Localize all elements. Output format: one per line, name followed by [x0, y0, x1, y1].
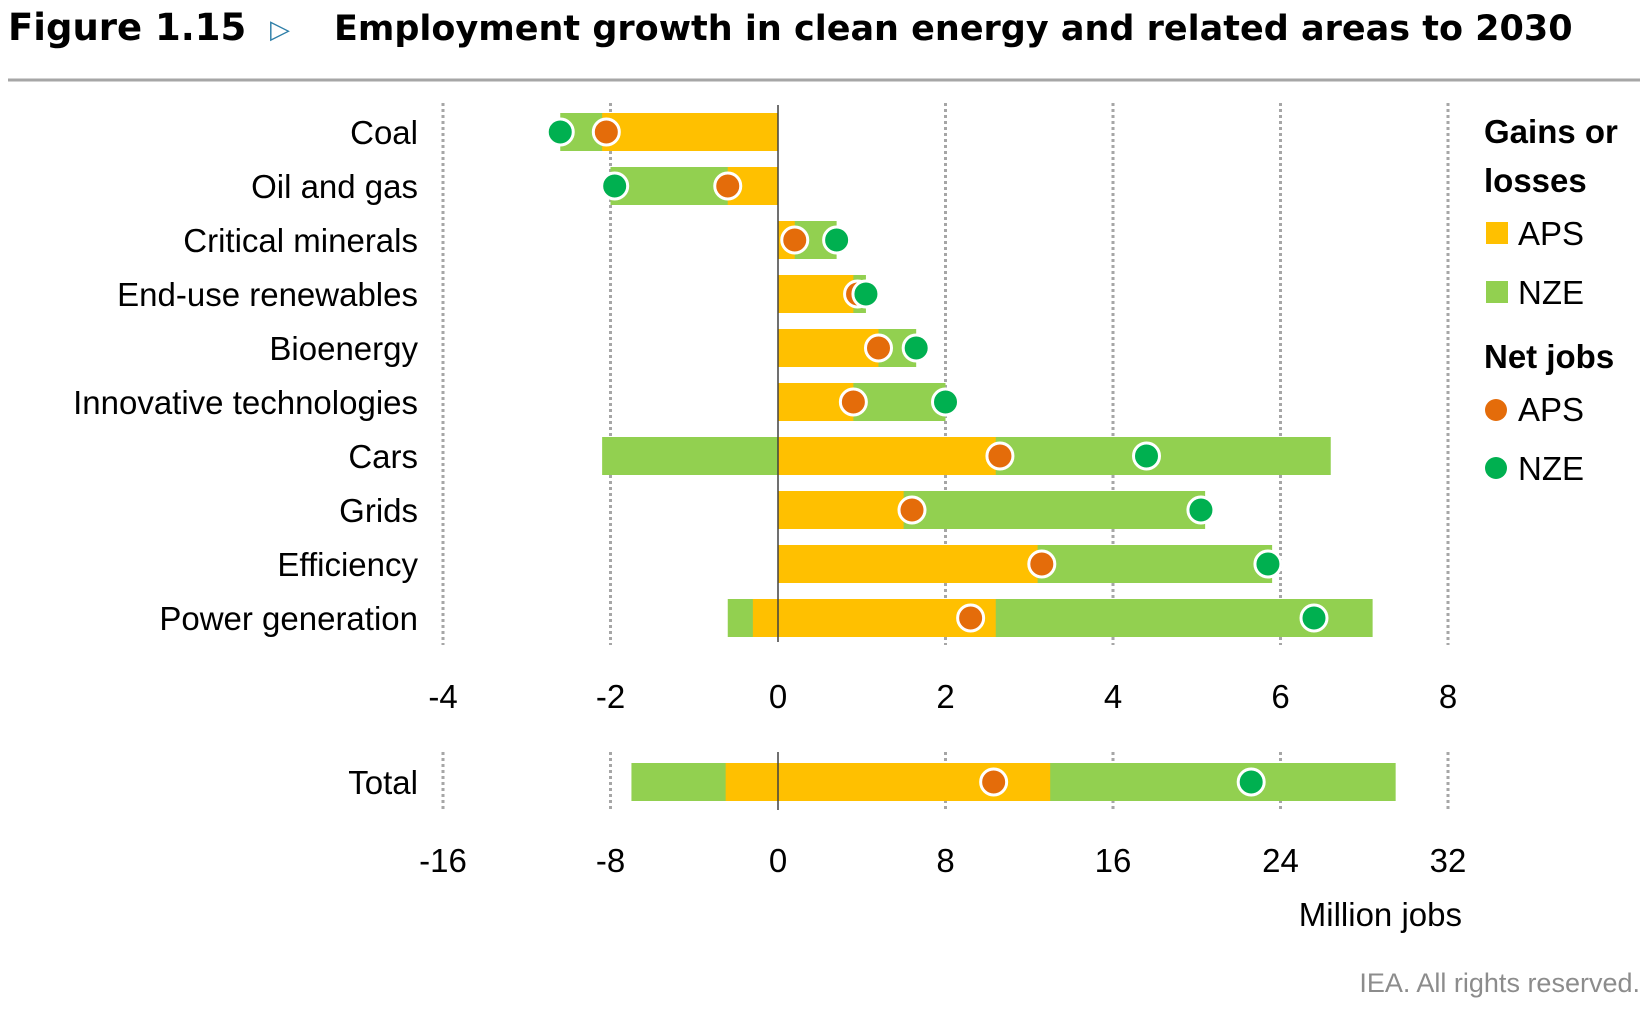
x-tick-label: 4	[1104, 678, 1122, 715]
category-label: Bioenergy	[269, 330, 418, 367]
legend-aps-bar-label: APS	[1518, 215, 1584, 252]
aps-bar	[778, 329, 879, 367]
x-axis-title: Million jobs	[1299, 896, 1462, 933]
main-chart-bars	[545, 105, 1373, 642]
x-tick-label: 2	[936, 678, 954, 715]
legend-nze-bar-swatch	[1486, 281, 1508, 303]
total-chart-category-labels: Total	[348, 764, 418, 801]
legend-aps-bar-swatch	[1486, 222, 1508, 244]
x-tick-label: -16	[419, 842, 467, 879]
category-label: Oil and gas	[251, 168, 418, 205]
nze-net-jobs-dot	[851, 279, 881, 309]
legend-gains-title-line2: losses	[1484, 162, 1587, 199]
aps-net-jobs-dot	[838, 387, 868, 417]
x-tick-label: -4	[428, 678, 457, 715]
total-chart-tick-labels: -16 -8 0 8 16 24 32	[419, 842, 1466, 879]
aps-net-jobs-dot	[864, 333, 893, 363]
copyright-credit: IEA. All rights reserved.	[1359, 968, 1640, 998]
legend-gains-title-line1: Gains or	[1484, 113, 1618, 150]
x-tick-label: 0	[769, 678, 787, 715]
nze-net-jobs-dot	[1253, 549, 1283, 579]
aps-bar	[778, 437, 996, 475]
category-label: Efficiency	[277, 546, 418, 583]
category-label: Critical minerals	[183, 222, 418, 259]
x-tick-label: 32	[1430, 842, 1467, 879]
nze-net-jobs-dot	[931, 387, 960, 417]
aps-bar	[752, 599, 996, 637]
aps-bar	[778, 491, 904, 529]
nze-net-jobs-dot	[1132, 441, 1161, 471]
nze-net-jobs-dot	[901, 333, 931, 363]
x-tick-label: -2	[596, 678, 625, 715]
x-tick-label: 6	[1271, 678, 1289, 715]
category-label: Total	[348, 764, 418, 801]
aps-net-jobs-dot	[713, 171, 743, 201]
aps-net-jobs-dot	[591, 117, 621, 147]
nze-net-jobs-dot	[1236, 767, 1266, 797]
total-chart-bars	[631, 752, 1396, 810]
x-tick-label: 8	[936, 842, 954, 879]
nze-net-jobs-dot	[545, 117, 575, 147]
aps-net-jobs-dot	[897, 495, 927, 525]
legend-nze-bar-label: NZE	[1518, 274, 1584, 311]
aps-net-jobs-dot	[979, 767, 1009, 797]
legend-aps-dot-label: APS	[1518, 391, 1584, 428]
aps-net-jobs-dot	[1027, 549, 1057, 579]
x-tick-label: 8	[1439, 678, 1457, 715]
nze-net-jobs-dot	[1299, 603, 1329, 633]
nze-net-jobs-dot	[1186, 495, 1216, 525]
aps-bar	[602, 113, 778, 151]
nze-net-jobs-dot	[600, 171, 630, 201]
aps-bar	[778, 545, 1038, 583]
x-tick-label: 16	[1095, 842, 1132, 879]
category-label: Innovative technologies	[73, 384, 418, 421]
legend-nze-dot-label: NZE	[1518, 450, 1584, 487]
legend: Gains or losses APS NZE Net jobs APS NZE	[1484, 113, 1618, 487]
category-label: Coal	[350, 114, 418, 151]
x-tick-label: 24	[1262, 842, 1299, 879]
legend-nze-dot	[1485, 457, 1507, 479]
figure-label: Figure 1.15	[8, 6, 246, 49]
x-tick-label: 0	[769, 842, 787, 879]
main-chart-category-labels: Coal Oil and gas Critical minerals End-use …	[73, 114, 418, 637]
aps-net-jobs-dot	[780, 225, 810, 255]
legend-net-title: Net jobs	[1484, 338, 1614, 375]
chart-title: Employment growth in clean energy and re…	[334, 9, 1573, 49]
aps-net-jobs-dot	[956, 603, 986, 633]
category-label: Cars	[348, 438, 418, 475]
aps-net-jobs-dot	[985, 441, 1015, 471]
x-tick-label: -8	[596, 842, 625, 879]
nze-net-jobs-dot	[822, 225, 852, 255]
main-chart-tick-labels: -4 -2 0 2 4 6 8	[428, 678, 1457, 715]
category-label: End-use renewables	[117, 276, 418, 313]
category-label: Power generation	[159, 600, 418, 637]
category-label: Grids	[339, 492, 418, 529]
legend-aps-dot	[1485, 399, 1507, 421]
figure-arrow-icon: ▷	[270, 15, 290, 45]
aps-bar	[778, 275, 854, 313]
